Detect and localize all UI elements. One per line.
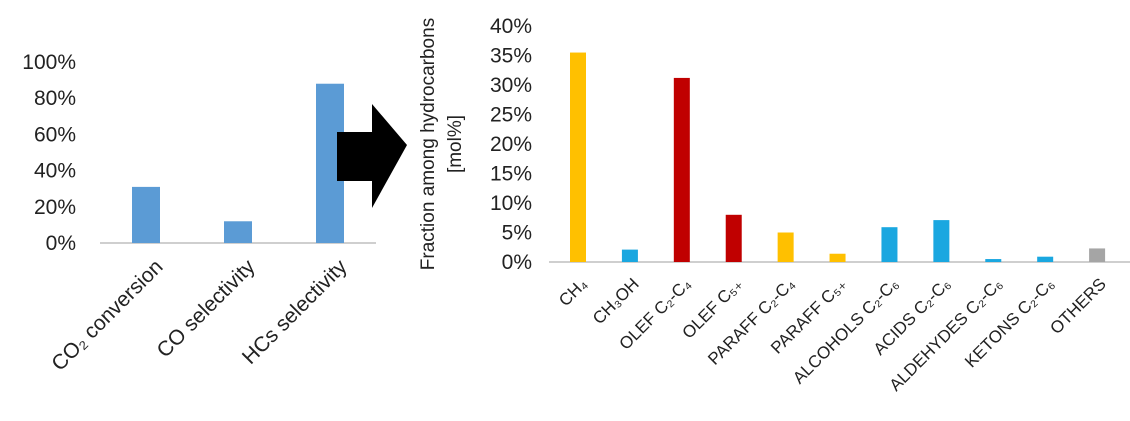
right-y-axis-label: Fraction among hydrocarbons [mol%] xyxy=(418,18,466,270)
right-category-label: KETONS C₂-C₆ xyxy=(961,274,1058,371)
right-y-tick-label: 5% xyxy=(502,222,532,245)
right-y-tick-label: 35% xyxy=(490,45,532,68)
right-bar xyxy=(570,52,586,262)
right-bar xyxy=(985,259,1002,262)
right-y-tick-label: 0% xyxy=(502,251,532,274)
left-bar xyxy=(224,221,252,243)
left-y-tick-label: 40% xyxy=(34,160,76,183)
right-y-tick-label: 40% xyxy=(490,15,532,38)
right-y-tick-label: 30% xyxy=(490,74,532,97)
right-y-tick-label: 20% xyxy=(490,133,532,156)
right-category-label: OTHERS xyxy=(1046,274,1110,338)
right-bar xyxy=(725,214,742,262)
right-arrow-icon xyxy=(337,104,407,208)
left-bar xyxy=(132,186,160,243)
right-bar xyxy=(1037,256,1054,262)
left-y-tick-label: 80% xyxy=(34,87,76,110)
right-bar xyxy=(933,220,950,262)
left-bars xyxy=(132,83,344,243)
left-y-axis-ticks: 0% 20% 40% 60% 80% 100% xyxy=(22,51,76,255)
right-category-label: CH₄ xyxy=(555,274,591,310)
right-y-axis-label-line: Fraction among hydrocarbons xyxy=(418,18,439,270)
left-category-label: CO₂ conversion xyxy=(47,255,167,375)
right-bar xyxy=(829,253,846,262)
left-y-tick-label: 100% xyxy=(22,51,76,74)
hydrocarbon-fraction-chart: Fraction among hydrocarbons [mol%] 0% 5% 10… xyxy=(418,15,1130,395)
right-y-axis-label-line: [mol%] xyxy=(445,115,466,173)
right-y-tick-label: 10% xyxy=(490,192,532,215)
right-bar xyxy=(881,227,898,262)
left-y-tick-label: 60% xyxy=(34,123,76,146)
left-y-tick-label: 0% xyxy=(46,232,76,255)
right-bar xyxy=(673,77,690,262)
right-bars xyxy=(570,52,1106,262)
right-y-tick-label: 25% xyxy=(490,104,532,127)
right-bar xyxy=(621,249,638,262)
right-y-tick-label: 15% xyxy=(490,163,532,186)
left-y-tick-label: 20% xyxy=(34,196,76,219)
right-bar xyxy=(777,232,794,262)
right-bar xyxy=(1089,248,1106,262)
right-y-axis-ticks: 0% 5% 10% 15% 20% 25% 30% 35% 40% xyxy=(490,15,532,274)
